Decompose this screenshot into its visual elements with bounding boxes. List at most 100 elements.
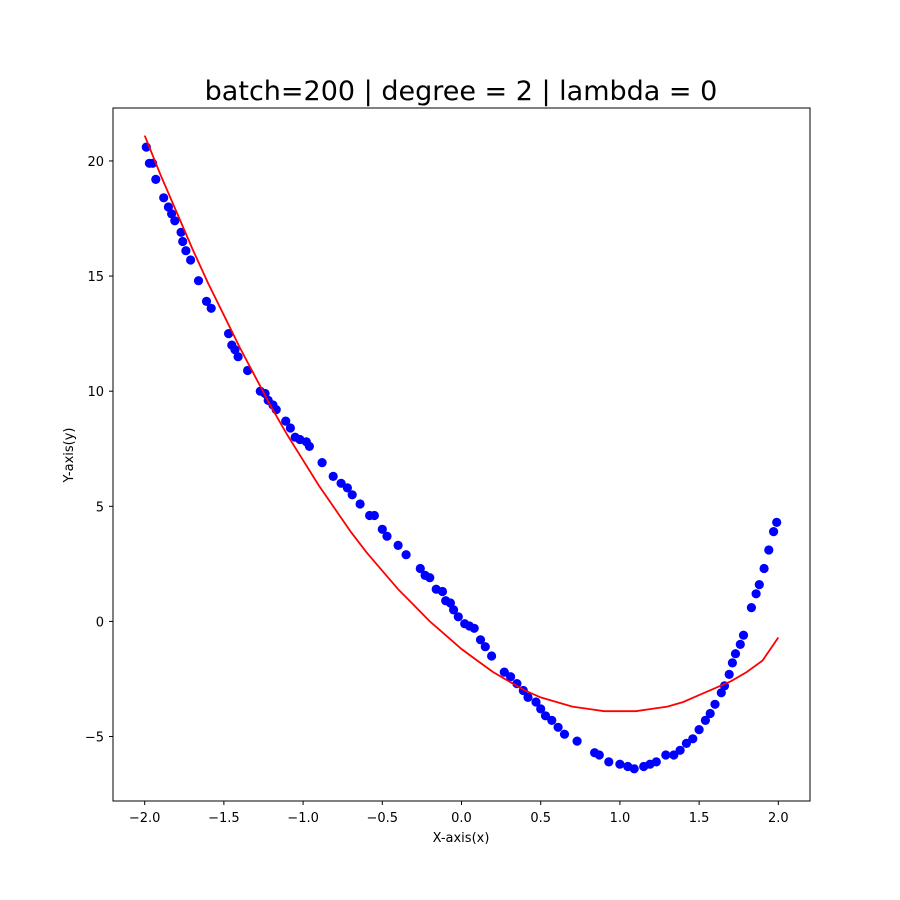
scatter-point — [382, 531, 392, 541]
scatter-point — [453, 612, 463, 622]
scatter-point — [769, 527, 779, 537]
scatter-point — [167, 209, 177, 219]
scatter-point — [415, 563, 425, 574]
y-axis-label: Y-axis(y) — [62, 428, 77, 484]
y-tick-label: 10 — [87, 385, 104, 400]
scatter-point — [437, 586, 448, 597]
scatter-point — [772, 517, 782, 528]
scatter-point — [727, 658, 738, 668]
scatter-point — [163, 202, 173, 212]
scatter-point — [487, 651, 497, 661]
scatter-point — [523, 692, 533, 703]
scatter-point — [651, 757, 661, 767]
x-tick-label: 1.0 — [610, 811, 631, 826]
scatter-point — [700, 715, 711, 726]
scatter-point — [661, 750, 671, 760]
y-tick-label: 20 — [87, 155, 104, 170]
scatter-point — [159, 193, 169, 203]
y-tick-label: 15 — [87, 270, 104, 285]
x-tick-label: −1.5 — [208, 811, 240, 826]
x-axis-label: X-axis(x) — [433, 831, 490, 846]
scatter-point — [281, 416, 291, 426]
scatter-point — [355, 499, 365, 509]
plot-area — [141, 135, 782, 774]
x-axis: −2.0 −1.5 −1.0 −0.5 0.0 0.5 1.0 1.5 2.0 — [129, 801, 789, 826]
scatter-point — [735, 639, 745, 650]
scatter-point — [401, 550, 411, 560]
scatter-point — [151, 174, 161, 184]
scatter-point — [547, 715, 557, 726]
scatter-point — [738, 630, 749, 640]
scatter-point — [475, 635, 486, 645]
scatter-point — [393, 540, 403, 551]
y-tick-label: 5 — [96, 500, 104, 515]
scatter-point — [449, 605, 459, 615]
x-tick-label: −2.0 — [129, 811, 161, 826]
scatter-point — [193, 276, 204, 286]
scatter-point — [317, 458, 327, 468]
scatter-point — [764, 545, 774, 555]
scatter-point — [694, 725, 704, 735]
scatter-point — [480, 642, 490, 652]
scatter-point — [730, 649, 741, 659]
scatter-point — [336, 478, 346, 488]
scatter-point — [506, 672, 516, 682]
scatter-point — [710, 699, 720, 709]
x-tick-label: −1.0 — [287, 811, 319, 826]
scatter-point — [178, 236, 188, 247]
scatter-point — [230, 345, 240, 355]
scatter-point — [531, 697, 541, 707]
y-axis: −5 0 5 10 15 20 — [85, 155, 113, 746]
fit-line — [143, 135, 780, 713]
scatter-point — [233, 352, 243, 362]
scatter-point — [469, 623, 479, 633]
scatter-point — [681, 738, 692, 749]
y-tick-label: 0 — [96, 615, 104, 630]
x-tick-label: 1.5 — [689, 811, 710, 826]
scatter-point — [751, 589, 761, 599]
scatter-point — [675, 745, 685, 755]
scatter-point — [181, 246, 191, 256]
scatter-point — [304, 441, 314, 451]
scatter-point — [285, 423, 295, 433]
scatter-point — [377, 524, 387, 534]
x-tick-label: 2.0 — [768, 811, 789, 826]
scatter-point — [754, 580, 764, 590]
scatter-point — [425, 573, 435, 583]
scatter-point — [540, 711, 551, 721]
y-tick-label: −5 — [85, 731, 104, 746]
scatter-point — [615, 759, 625, 769]
x-tick-label: −0.5 — [367, 811, 399, 826]
scatter-point — [604, 757, 614, 767]
scatter-point — [705, 708, 715, 719]
scatter-point — [688, 734, 698, 744]
scatter-point — [186, 255, 196, 265]
scatter-point — [445, 598, 455, 608]
scatter-point — [559, 729, 570, 739]
scatter-point — [669, 750, 679, 760]
chart-title: batch=200 | degree = 2 | lambda = 0 — [205, 76, 718, 107]
scatter-point — [328, 471, 338, 481]
scatter-point — [347, 490, 357, 500]
x-tick-label: 0.5 — [530, 811, 551, 826]
scatter-point — [594, 750, 604, 760]
scatter-point — [629, 764, 639, 774]
scatter-series — [141, 142, 782, 774]
scatter-point — [553, 722, 563, 732]
scatter-point — [170, 216, 180, 226]
scatter-point — [369, 510, 379, 521]
scatter-point — [342, 483, 352, 493]
scatter-point — [724, 669, 734, 680]
x-tick-label: 0.0 — [451, 811, 472, 826]
scatter-point — [759, 563, 769, 574]
scatter-point — [201, 296, 212, 306]
scatter-point — [746, 603, 757, 613]
scatter-point — [572, 736, 582, 746]
scatter-point — [716, 688, 726, 698]
scatter-point — [499, 667, 509, 677]
scatter-point — [512, 679, 522, 689]
scatter-point — [536, 704, 546, 714]
scatter-point — [206, 303, 216, 313]
